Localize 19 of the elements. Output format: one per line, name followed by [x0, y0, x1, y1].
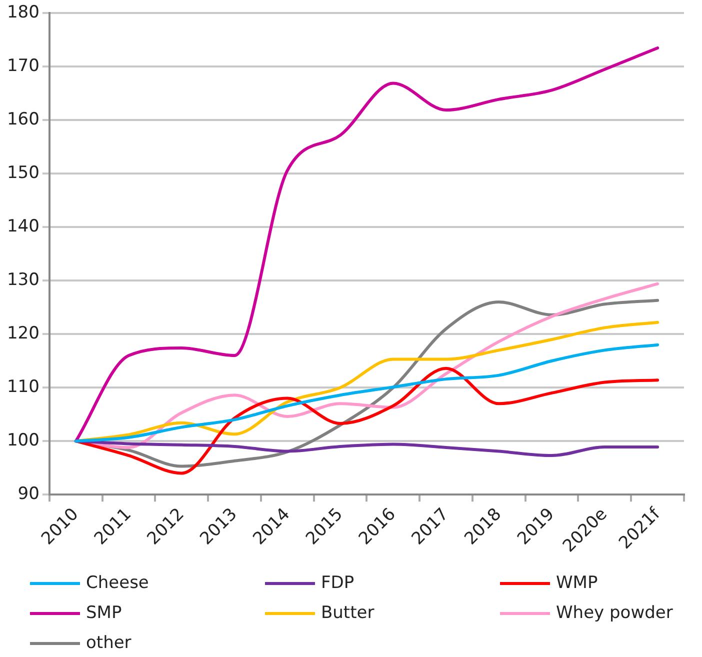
- y-tick-label: 170: [6, 56, 40, 76]
- legend-label: Butter: [321, 603, 374, 623]
- legend-label: other: [86, 633, 132, 653]
- legend-label: Cheese: [86, 573, 149, 593]
- legend-label: Whey powder: [556, 603, 673, 623]
- y-tick-label: 90: [18, 484, 40, 504]
- y-tick-label: 100: [6, 430, 40, 451]
- legend-label: SMP: [86, 603, 122, 623]
- line-series: [74, 343, 660, 443]
- y-tick-label: 130: [6, 270, 40, 290]
- y-tick-label: 150: [6, 163, 40, 184]
- y-tick-label: 140: [6, 216, 40, 237]
- line-series: [74, 366, 660, 475]
- y-tick-label: 160: [6, 110, 40, 130]
- y-tick-label: 180: [6, 2, 40, 23]
- legend-label: WMP: [556, 573, 598, 593]
- y-tick-label: 120: [6, 324, 40, 344]
- legend-label: FDP: [321, 573, 354, 593]
- y-tick-label: 110: [6, 377, 40, 398]
